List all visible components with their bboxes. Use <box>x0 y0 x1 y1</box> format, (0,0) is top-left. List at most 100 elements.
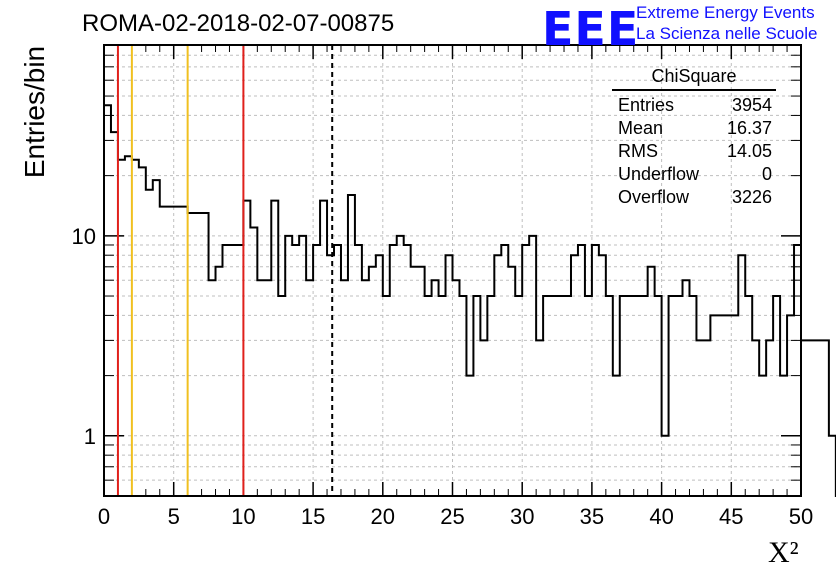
stats-row-underflow: Underflow 0 <box>612 163 776 186</box>
histogram-bin <box>202 213 209 496</box>
histogram-bin <box>195 213 202 496</box>
histogram-bin <box>153 180 160 496</box>
x-tick-label: 5 <box>168 504 180 529</box>
histogram-bin <box>466 376 473 496</box>
histogram-bin <box>264 280 271 496</box>
histogram-bin <box>794 245 801 496</box>
y-tick-label: 1 <box>84 424 96 449</box>
histogram-bin <box>592 245 599 496</box>
stats-label: RMS <box>618 141 658 161</box>
histogram-outline <box>104 104 836 497</box>
plot-frame <box>103 44 802 497</box>
histogram-bin <box>515 296 522 496</box>
histogram-bin <box>634 296 641 496</box>
histogram-bin <box>397 236 404 496</box>
histogram-bin <box>404 245 411 496</box>
stats-value: 3954 <box>731 95 772 115</box>
histogram-bin <box>606 296 613 496</box>
histogram-bin <box>132 160 139 496</box>
histogram-bin <box>376 255 383 496</box>
histogram-bin <box>710 315 717 496</box>
histogram-bin <box>599 255 606 496</box>
histogram-bin <box>271 201 278 496</box>
x-tick-label: 45 <box>719 504 743 529</box>
histogram-bin <box>787 315 794 496</box>
histogram-bin <box>425 296 432 496</box>
histogram-bin <box>320 201 327 496</box>
histogram-bin <box>209 280 216 496</box>
histogram-bin <box>292 245 299 496</box>
histogram-bin <box>829 436 836 496</box>
histogram-bin <box>669 296 676 496</box>
stats-row-overflow: Overflow 3226 <box>612 186 776 209</box>
histogram-bin <box>362 280 369 496</box>
histogram-bin <box>139 167 146 496</box>
histogram-bin <box>724 315 731 496</box>
x-tick-label: 35 <box>580 504 604 529</box>
histogram-bin <box>508 267 515 496</box>
x-tick-label: 30 <box>510 504 534 529</box>
histogram-bin <box>480 340 487 496</box>
stats-value: 16.37 <box>726 118 772 138</box>
stats-label: Mean <box>618 118 664 138</box>
eee-logo: EEE <box>542 2 640 56</box>
histogram-bin <box>557 296 564 496</box>
histogram-bin <box>662 436 669 496</box>
histogram-bin <box>453 280 460 496</box>
x-tick-label: 40 <box>649 504 673 529</box>
stats-value: 14.05 <box>726 141 772 161</box>
histogram-bin <box>522 245 529 496</box>
histogram-bin <box>383 296 390 496</box>
histogram-bin <box>578 245 585 496</box>
stats-value: 3226 <box>731 187 772 207</box>
histogram-bin <box>216 267 223 496</box>
histogram-bin <box>446 255 453 496</box>
histogram-bin <box>250 228 257 496</box>
histogram-bin <box>759 376 766 496</box>
grid-layer <box>104 44 801 497</box>
histogram-bin <box>390 245 397 496</box>
histogram-bin <box>411 267 418 496</box>
stats-box: ChiSquare Entries 3954 Mean 16.37 RMS 14… <box>612 66 776 209</box>
histogram-bin <box>313 245 320 496</box>
histogram-bin <box>146 190 153 496</box>
histogram-bin <box>696 340 703 496</box>
histogram-bin <box>529 236 536 496</box>
histogram-bin <box>306 280 313 496</box>
histogram-bin <box>731 315 738 496</box>
histogram-bin <box>299 236 306 496</box>
histogram-bin <box>585 296 592 496</box>
histogram-bin <box>801 340 808 496</box>
histogram-bin <box>348 195 355 496</box>
histogram-bin <box>703 340 710 496</box>
histogram-bin <box>738 255 745 496</box>
histogram-bin <box>355 245 362 496</box>
histogram-bin <box>745 296 752 496</box>
logo-subtitle-2: La Scienza nelle Scuole <box>636 24 818 43</box>
histogram-bin <box>655 296 662 496</box>
stats-label: Underflow <box>618 164 700 184</box>
tick-layer: 0 5 10 15 20 25 30 35 40 45 50 1 10 <box>72 44 813 529</box>
histogram-bin <box>334 245 341 496</box>
histogram-bin <box>236 245 243 496</box>
x-tick-label: 50 <box>789 504 813 529</box>
histogram-bin <box>536 340 543 496</box>
histogram-bin <box>257 280 264 496</box>
histogram-bin <box>808 340 815 496</box>
histogram-bin <box>717 315 724 496</box>
histogram-bin <box>188 213 195 496</box>
histogram-bin <box>125 156 132 496</box>
histogram-bin <box>181 207 188 496</box>
logo-subtitle-1: Extreme Energy Events <box>636 3 815 22</box>
histogram-bin <box>822 340 829 496</box>
histogram-bin <box>167 207 174 496</box>
histogram-bin <box>473 296 480 496</box>
histogram-bin <box>111 132 118 496</box>
histogram-bin <box>501 245 508 496</box>
histogram-bin <box>459 296 466 496</box>
histogram-bin <box>432 280 439 496</box>
x-tick-label: 10 <box>231 504 255 529</box>
histogram-layer <box>104 104 836 497</box>
histogram-bin <box>243 201 250 496</box>
histogram-bin <box>418 267 425 496</box>
